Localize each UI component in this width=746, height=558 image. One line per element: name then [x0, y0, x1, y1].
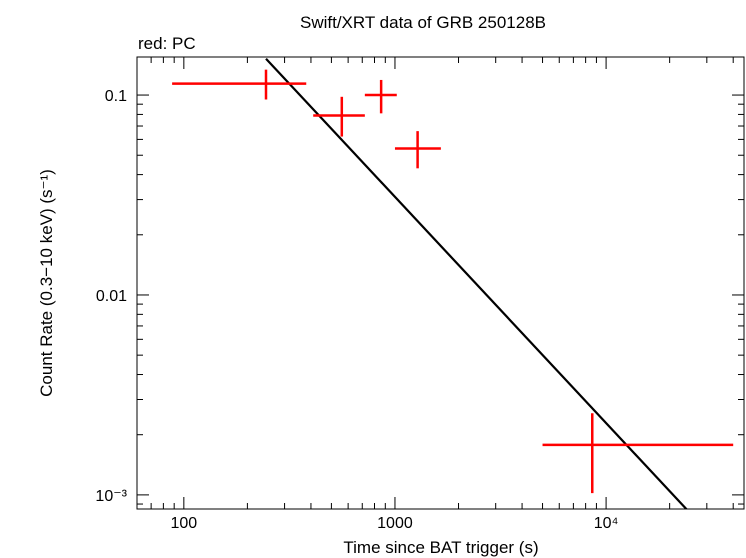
- data-point: [313, 96, 365, 137]
- x-axis-label: Time since BAT trigger (s): [343, 538, 538, 557]
- series-pc: [172, 69, 734, 494]
- data-point: [172, 69, 307, 100]
- model-group: [265, 57, 688, 509]
- x-tick-label: 10⁴: [594, 515, 619, 532]
- y-tick-label: 0.01: [96, 288, 127, 305]
- y-tick-label: 0.1: [105, 88, 127, 105]
- chart-title: Swift/XRT data of GRB 250128B: [300, 13, 546, 32]
- chart-subtitle: red: PC: [138, 34, 196, 53]
- data-point: [542, 413, 734, 494]
- data-point: [364, 79, 397, 114]
- axis-ticks: [136, 57, 744, 509]
- y-axis-label: Count Rate (0.3−10 keV) (s⁻¹): [37, 169, 56, 397]
- model-line: [265, 57, 688, 509]
- plot-frame: [136, 56, 745, 510]
- y-tick-label: 10⁻³: [95, 488, 127, 505]
- x-tick-label: 1000: [377, 515, 413, 532]
- x-tick-label: 100: [170, 515, 197, 532]
- data-point: [394, 131, 441, 169]
